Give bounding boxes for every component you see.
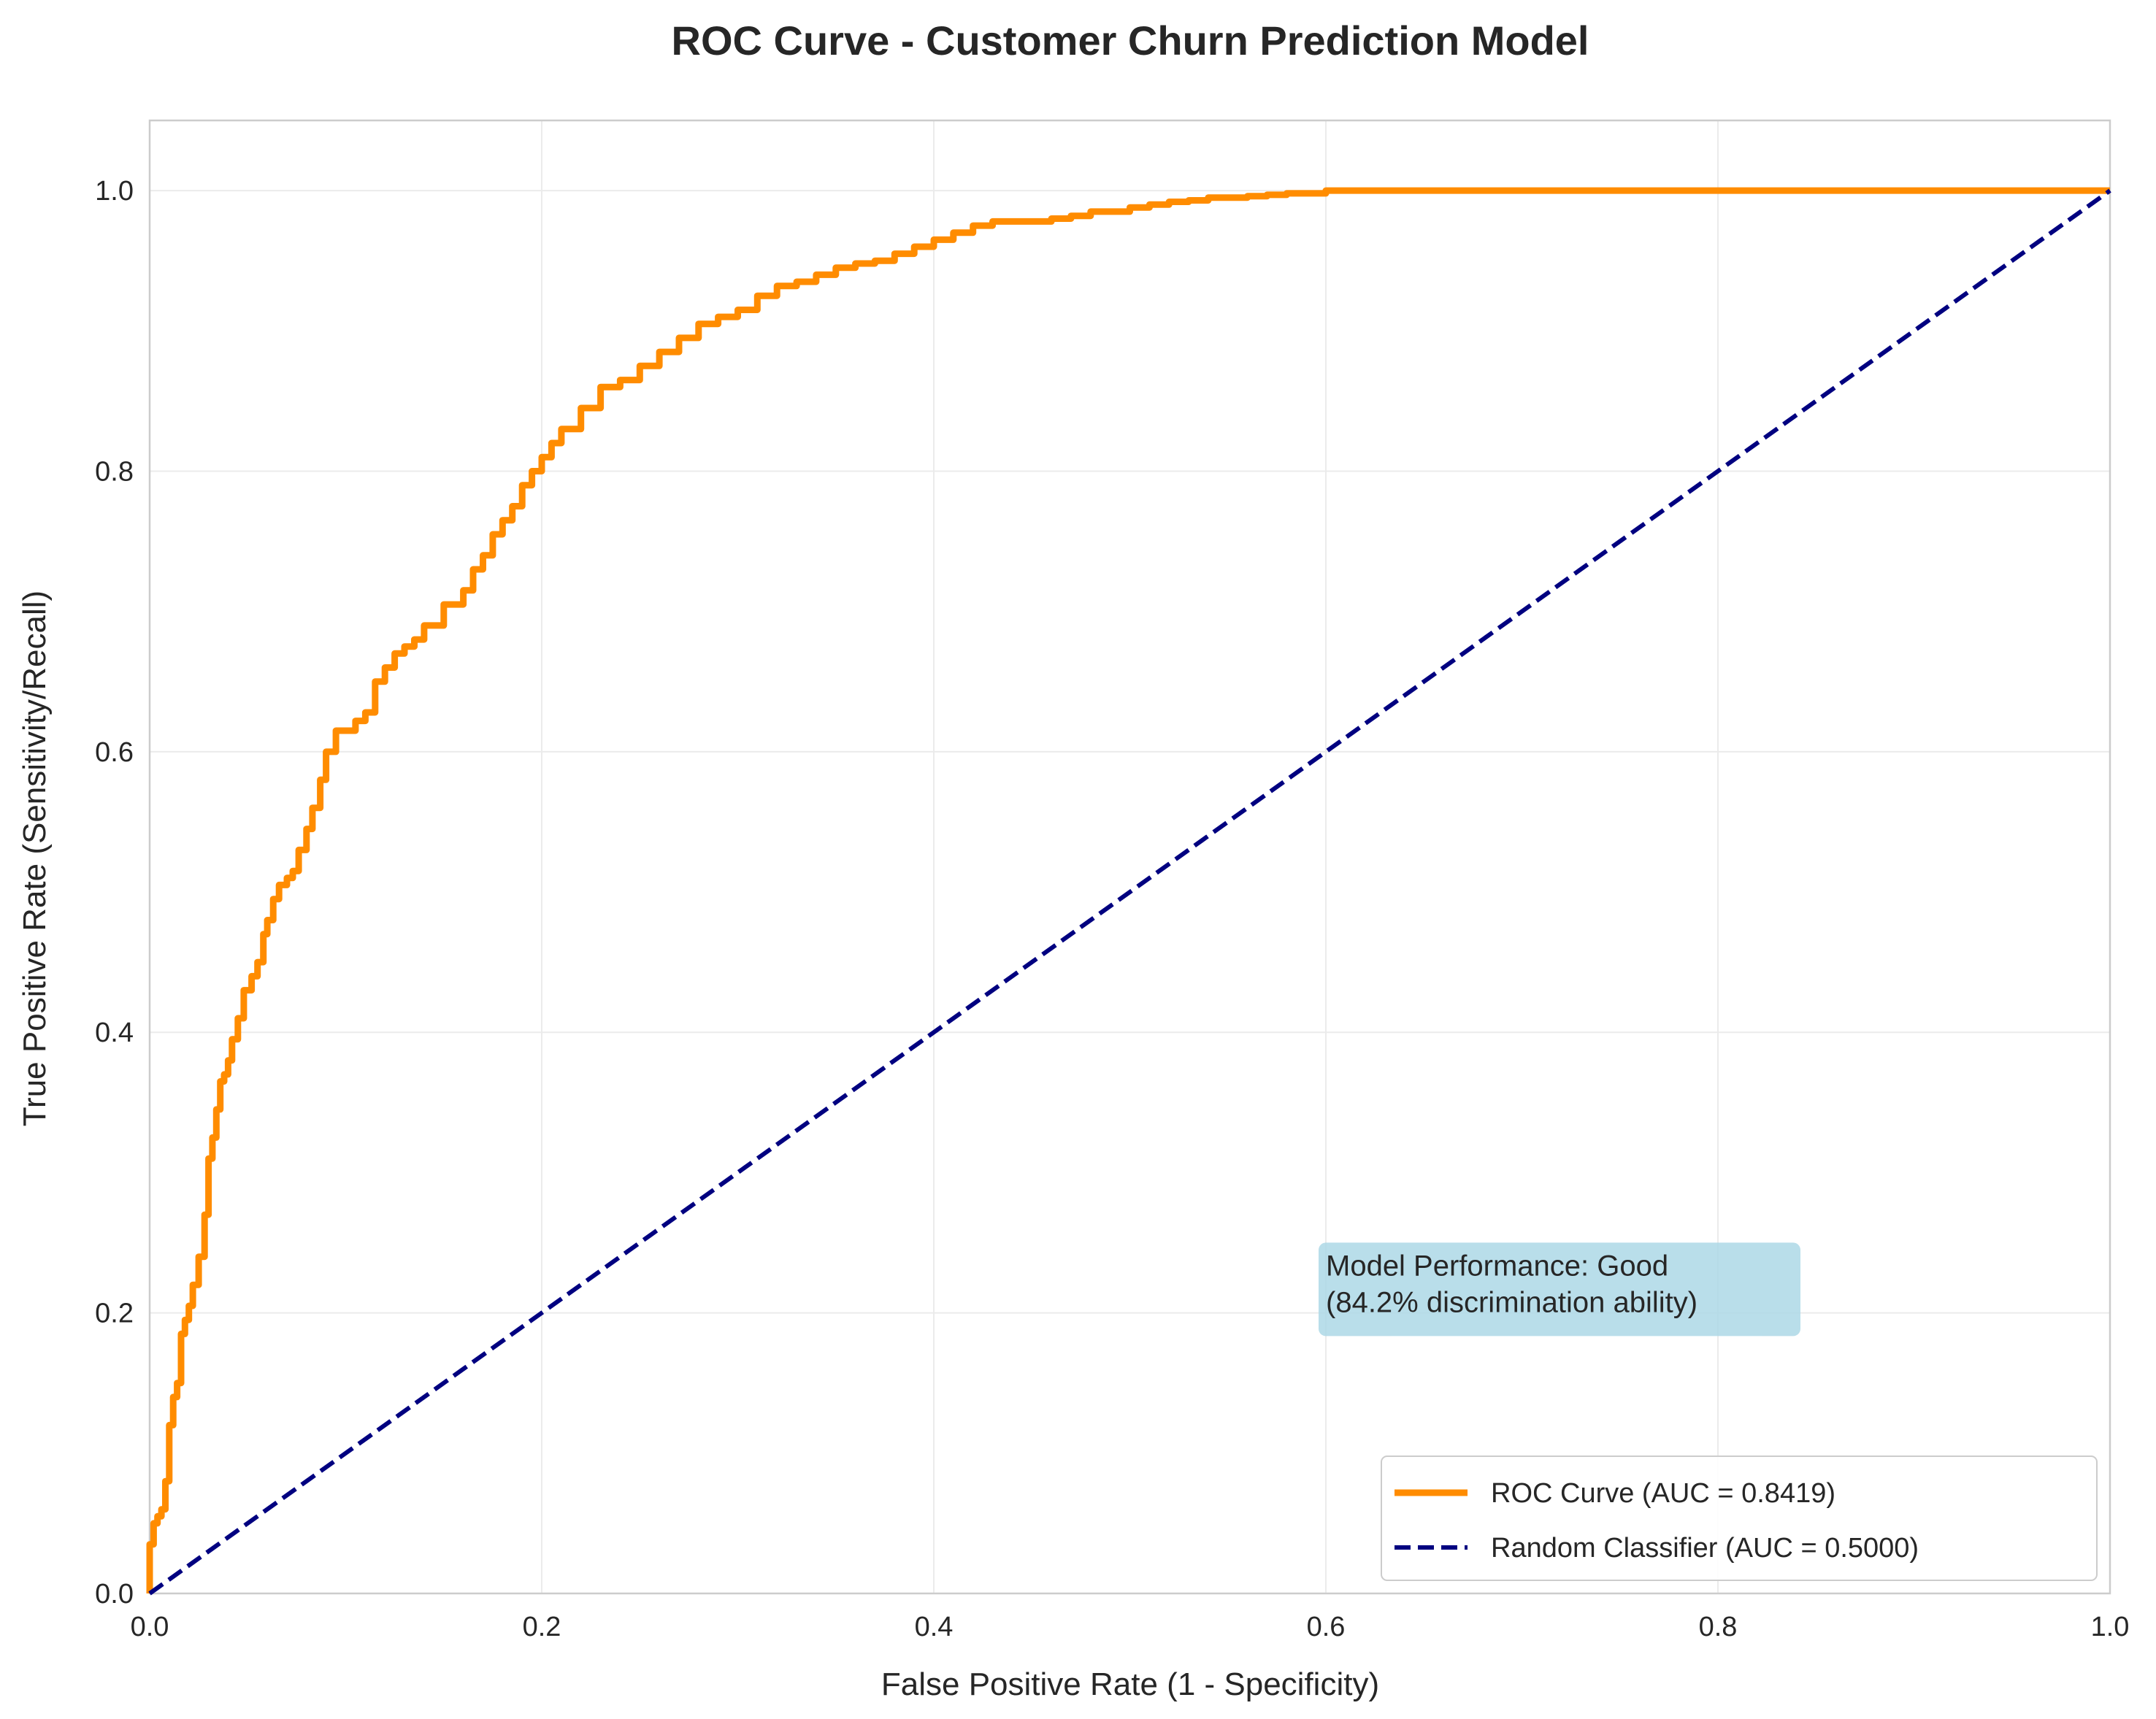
x-tick-label: 0.8 xyxy=(1699,1612,1738,1642)
y-tick-label: 0.8 xyxy=(95,456,134,487)
x-tick-label: 1.0 xyxy=(2091,1612,2130,1642)
legend-box xyxy=(1381,1455,2098,1581)
chart-title: ROC Curve - Customer Churn Prediction Mo… xyxy=(672,18,1589,64)
x-axis-label: False Positive Rate (1 - Specificity) xyxy=(881,1666,1379,1702)
axes xyxy=(148,119,2111,1595)
annotation-line: (84.2% discrimination ability) xyxy=(1326,1286,1697,1318)
plot-frame xyxy=(148,119,2111,1595)
performance-annotation: Model Performance: Good (84.2% discrimina… xyxy=(1319,1242,1800,1337)
legend: ROC Curve (AUC = 0.8419) Random Classifie… xyxy=(1381,1455,2098,1581)
x-tick-label: 0.6 xyxy=(1307,1612,1346,1642)
annotation-line: Model Performance: Good xyxy=(1326,1250,1668,1282)
y-tick-label: 1.0 xyxy=(95,176,134,207)
y-tick-label: 0.4 xyxy=(95,1018,134,1048)
x-tick-label: 0.0 xyxy=(131,1612,169,1642)
y-tick-label: 0.0 xyxy=(95,1579,134,1610)
random-classifier-line xyxy=(148,188,2111,1596)
x-tick-label: 0.2 xyxy=(523,1612,561,1642)
y-tick-label: 0.2 xyxy=(95,1299,134,1329)
y-tick-label: 0.6 xyxy=(95,737,134,768)
annotation-box xyxy=(1319,1242,1800,1337)
roc-curve-line xyxy=(146,187,2110,1593)
tick-labels: 0.0 0.2 0.4 0.6 0.8 1.0 0.0 0.2 0.4 0.6 0.8 1.0 xyxy=(95,176,2129,1642)
legend-entry-label: ROC Curve (AUC = 0.8419) xyxy=(1491,1478,1835,1509)
y-axis-label: True Positive Rate (Sensitivity/Recall) xyxy=(17,591,53,1126)
grid-lines xyxy=(149,120,2111,1594)
legend-entry-label: Random Classifier (AUC = 0.5000) xyxy=(1491,1533,1919,1564)
series-layer xyxy=(146,187,2111,1596)
x-tick-label: 0.4 xyxy=(915,1612,954,1642)
